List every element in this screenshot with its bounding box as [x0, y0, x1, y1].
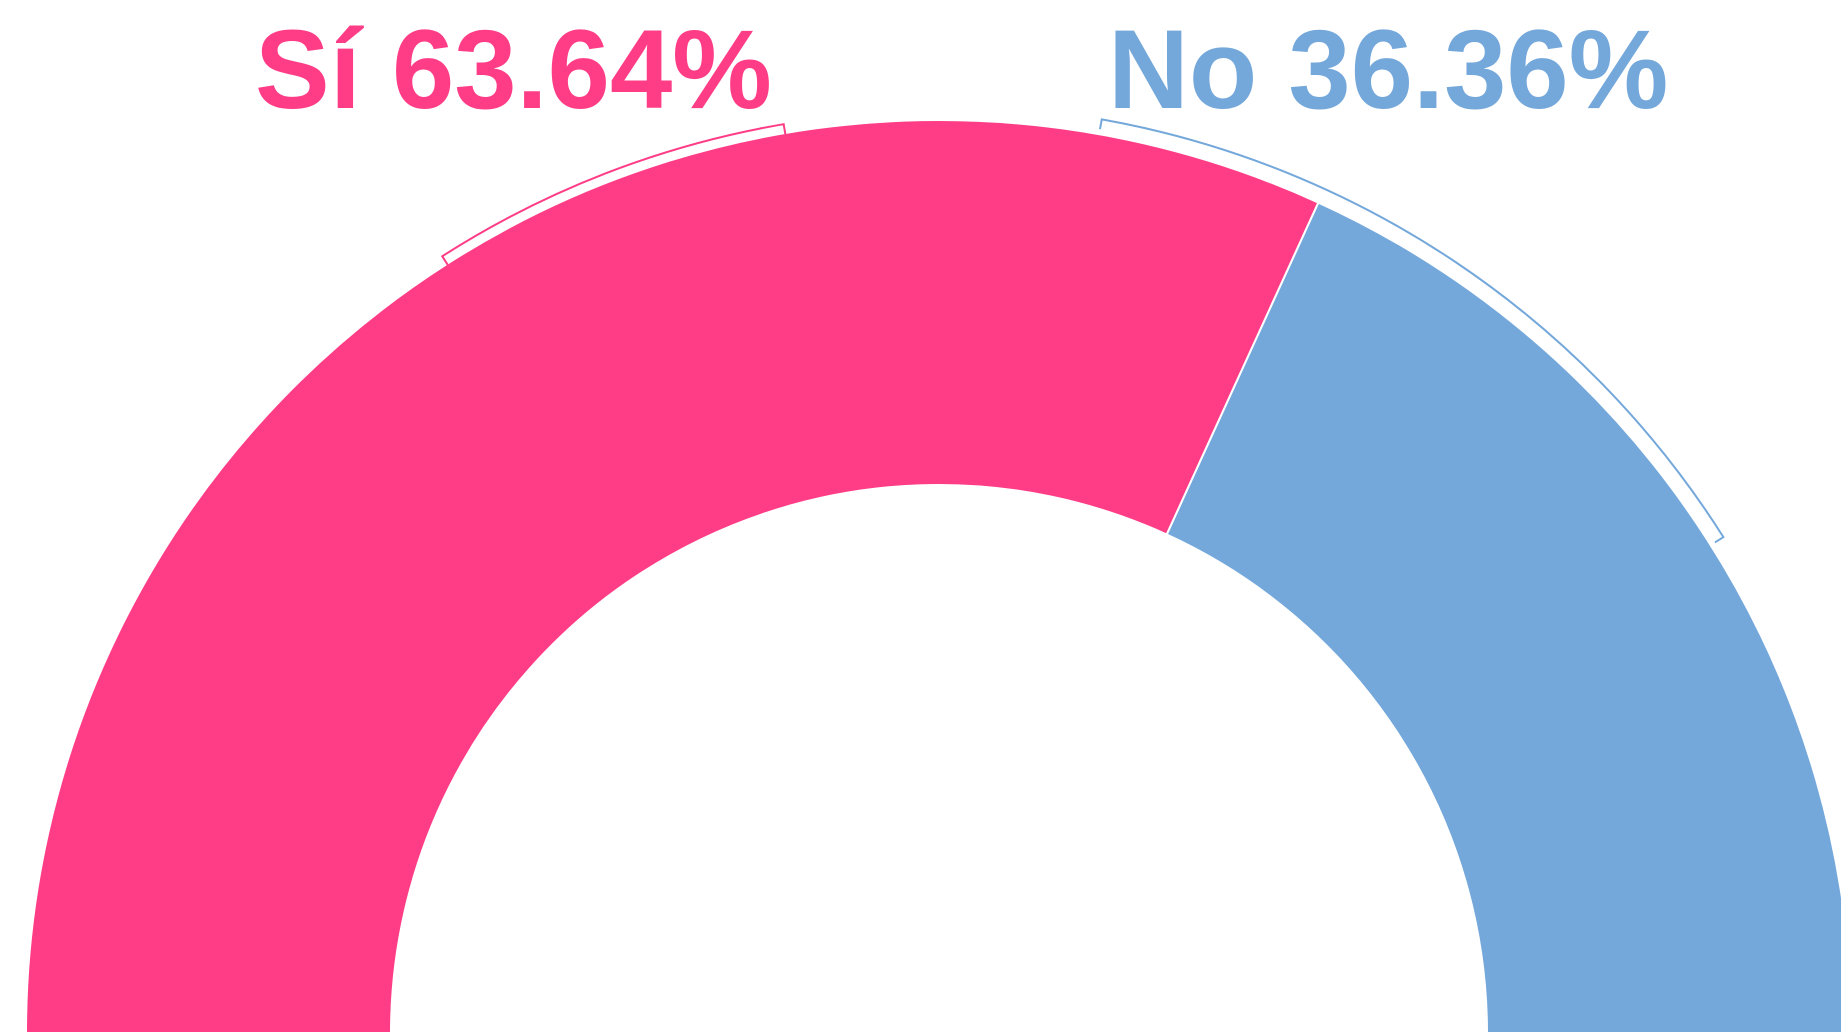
- donut-segment: [1165, 201, 1841, 1033]
- segment-label: Sí 63.64%: [255, 7, 772, 132]
- donut-segment: [24, 119, 1320, 1033]
- segment-value: 63.64%: [392, 7, 772, 132]
- segment-value: 36.36%: [1288, 7, 1668, 132]
- segment-name: Sí: [255, 7, 365, 132]
- label-bracket: [440, 123, 787, 266]
- label-bracket: [1099, 118, 1725, 544]
- segment-label: No 36.36%: [1108, 7, 1668, 132]
- segment-name: No: [1108, 7, 1257, 132]
